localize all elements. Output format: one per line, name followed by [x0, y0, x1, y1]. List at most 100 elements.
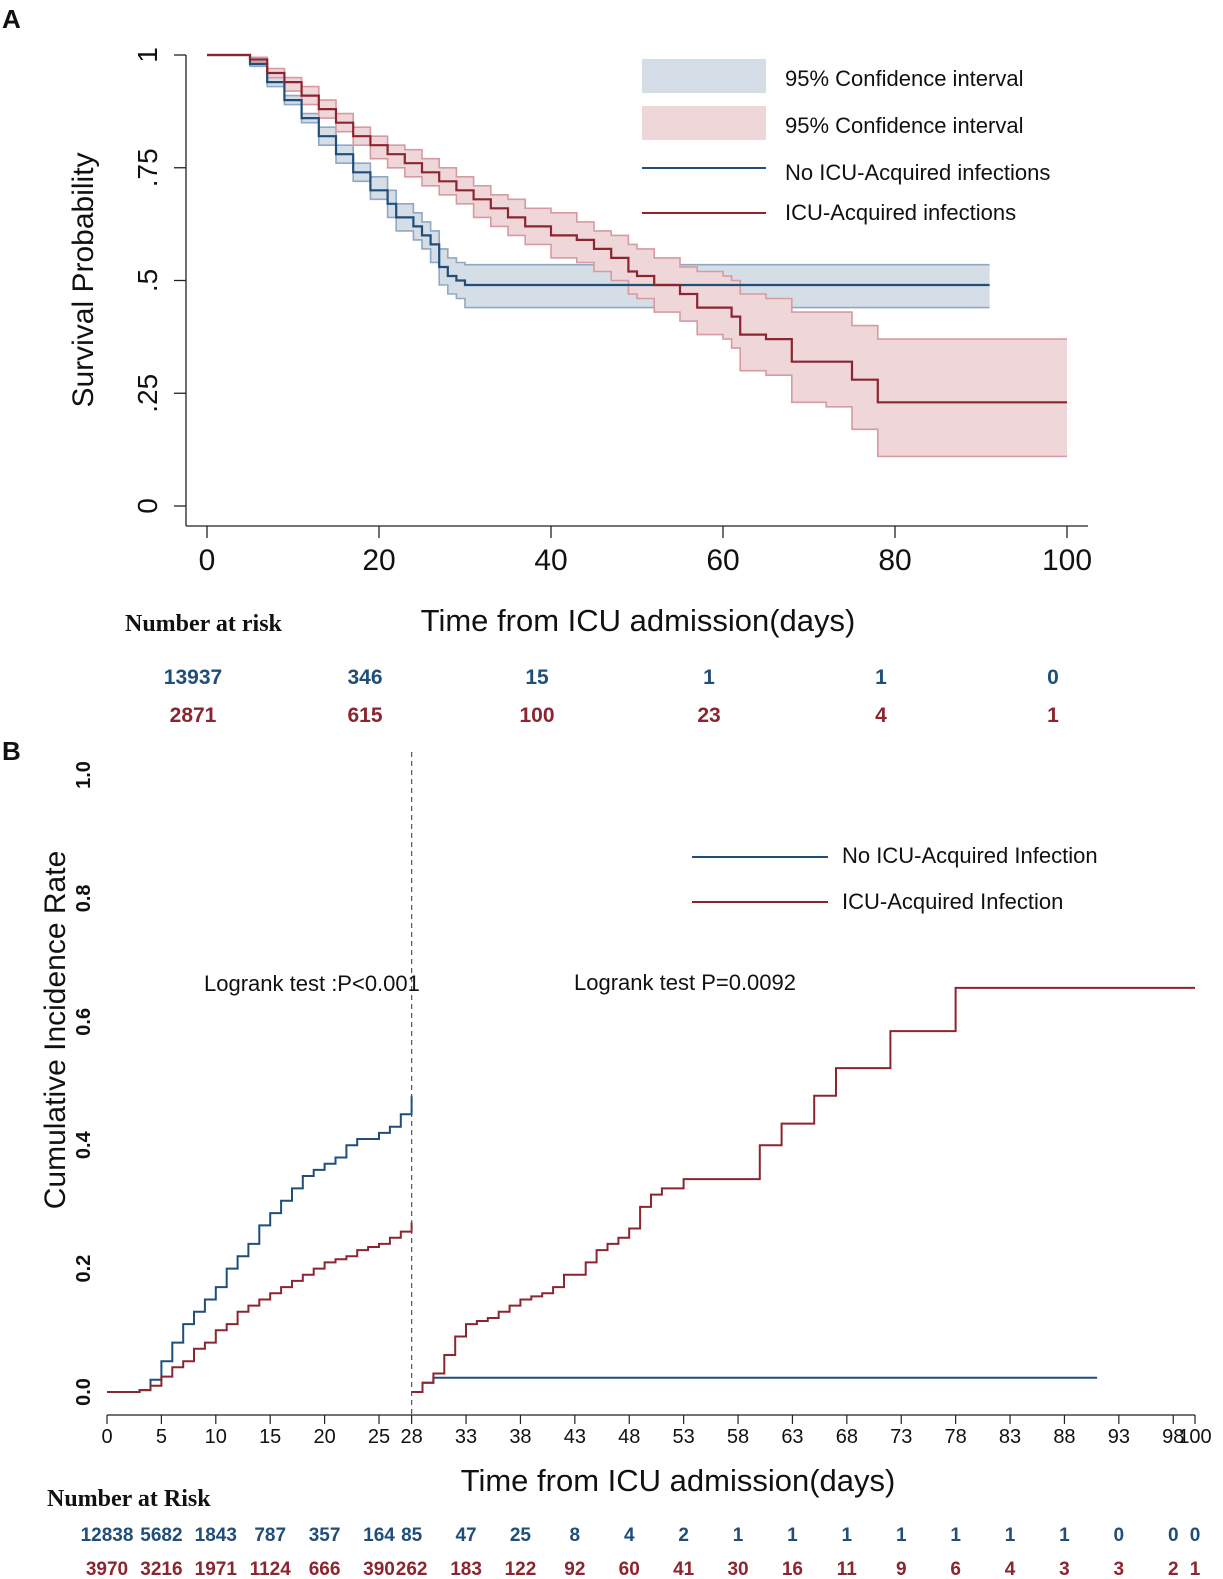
- x-tick-label: 60: [706, 544, 739, 577]
- risk-count-blue: 787: [254, 1525, 286, 1546]
- legend-label-red-ci: 95% Confidence interval: [785, 113, 1023, 138]
- risk-count-blue: 1: [703, 666, 715, 689]
- risk-count-blue: 164: [363, 1525, 395, 1546]
- x-tick-label: 100: [1178, 1426, 1211, 1448]
- x-tick-label: 20: [313, 1426, 335, 1448]
- risk-count-red: 11: [837, 1559, 858, 1579]
- panel-a-risk-title: Number at risk: [125, 611, 283, 637]
- risk-count-blue: 12838: [81, 1525, 134, 1546]
- risk-count-blue: 15: [525, 666, 549, 689]
- y-tick-label: .5: [132, 269, 163, 292]
- risk-count-red: 2871: [170, 704, 217, 727]
- risk-count-red: 3: [1059, 1559, 1070, 1579]
- panel-b-x-axis-label: Time from ICU admission(days): [461, 1463, 896, 1498]
- risk-count-red: 30: [727, 1559, 748, 1579]
- panel-b-risk-title: Number at Risk: [47, 1486, 211, 1512]
- x-tick-label: 28: [401, 1426, 423, 1448]
- panel-a-x-ticks: 0 20 40 60 80 100: [199, 526, 1092, 577]
- risk-count-blue: 0: [1168, 1525, 1179, 1546]
- panel-a-survival-chart: 0 20 40 60 80 100 0.25.5.751 Survival Probabi…: [67, 47, 1092, 727]
- risk-count-red: 262: [396, 1559, 428, 1579]
- panel-a-y-axis-label: Survival Probability: [67, 152, 100, 407]
- panel-a-survival-lines: [207, 53, 1067, 404]
- ci-lower-red: [207, 54, 1067, 458]
- risk-count-blue: 25: [510, 1525, 532, 1546]
- x-tick-label: 78: [945, 1426, 967, 1448]
- risk-count-red: 1971: [195, 1559, 238, 1579]
- risk-count-red: 3: [1114, 1559, 1125, 1579]
- x-tick-label: 53: [673, 1426, 695, 1448]
- risk-count-red: 3970: [86, 1559, 128, 1579]
- incidence-line-blue: [411, 1376, 1098, 1393]
- panel-b-legend: No ICU-Acquired Infection ICU-Acquired I…: [692, 843, 1098, 914]
- risk-count-blue: 85: [401, 1525, 423, 1546]
- risk-count-red: 16: [782, 1559, 803, 1579]
- panel-b-logrank-right: Logrank test P=0.0092: [574, 970, 796, 995]
- legend-swatch-red-ci: [642, 106, 766, 140]
- panel-a-y-ticks: 0 .25 .5 .75 1: [132, 47, 186, 514]
- legend-label-infection: ICU-Acquired infections: [785, 200, 1016, 225]
- x-tick-label: 58: [727, 1426, 749, 1448]
- x-tick-label: 48: [618, 1426, 640, 1448]
- risk-count-blue: 0: [1047, 666, 1059, 689]
- x-tick-label: 25: [368, 1426, 390, 1448]
- x-tick-label: 100: [1042, 544, 1092, 577]
- y-tick-label: 0.0: [73, 1378, 95, 1406]
- risk-count-blue: 8: [570, 1525, 581, 1546]
- risk-count-red: 183: [450, 1559, 482, 1579]
- y-tick-label: 0.4: [73, 1130, 95, 1159]
- risk-count-blue: 5682: [140, 1525, 182, 1546]
- risk-count-blue: 4: [624, 1525, 635, 1546]
- risk-count-red: 1: [1047, 704, 1059, 727]
- y-tick-label: 1: [132, 47, 163, 63]
- risk-count-red: 1124: [250, 1559, 292, 1579]
- x-tick-label: 40: [534, 544, 567, 577]
- legend-label-blue-ci: 95% Confidence interval: [785, 66, 1023, 91]
- x-tick-label: 63: [781, 1426, 803, 1448]
- legend-label-no-infection: No ICU-Acquired infections: [785, 160, 1050, 185]
- incidence-line-red: [411, 986, 1195, 1393]
- risk-count-blue: 1: [950, 1525, 961, 1546]
- risk-count-red: 92: [564, 1559, 585, 1579]
- risk-count-red: 41: [673, 1559, 695, 1579]
- risk-count-red: 100: [519, 704, 554, 727]
- x-tick-label: 33: [455, 1426, 477, 1448]
- risk-count-blue: 1: [842, 1525, 853, 1546]
- risk-count-blue: 0: [1190, 1525, 1201, 1546]
- y-tick-label: 0.2: [73, 1255, 95, 1283]
- panel-b-incidence-lines: [107, 986, 1195, 1393]
- risk-count-blue: 346: [347, 666, 382, 689]
- panel-b-y-ticks: 0.0 0.2 0.4 0.6 0.8 1.0: [73, 761, 95, 1406]
- x-tick-label: 10: [205, 1426, 227, 1448]
- incidence-line-red: [107, 1222, 413, 1393]
- y-tick-label: .75: [132, 148, 163, 187]
- survival-line-red: [207, 53, 1067, 404]
- x-tick-label: 98: [1162, 1426, 1184, 1448]
- x-tick-label: 73: [890, 1426, 912, 1448]
- y-tick-label: 0: [132, 498, 163, 514]
- x-tick-label: 68: [836, 1426, 858, 1448]
- risk-count-blue: 0: [1114, 1525, 1125, 1546]
- risk-count-red: 4: [1005, 1559, 1016, 1579]
- risk-count-red: 4: [875, 704, 887, 727]
- panel-b-risk-table: 12838 5682 1843 787 357 164 85 47 25 8 4 2 1 1 1 1 1 1 1 0 0…: [81, 1525, 1201, 1579]
- risk-count-blue: 13937: [164, 666, 222, 689]
- risk-count-red: 1: [1190, 1559, 1201, 1579]
- risk-count-blue: 1: [733, 1525, 744, 1546]
- risk-count-blue: 1: [896, 1525, 907, 1546]
- risk-count-red: 3216: [140, 1559, 182, 1579]
- risk-count-red: 6: [950, 1559, 961, 1579]
- risk-count-blue: 1: [875, 666, 887, 689]
- y-tick-label: 0.6: [73, 1008, 95, 1036]
- legend-b-label-infection: ICU-Acquired Infection: [842, 889, 1063, 914]
- risk-count-blue: 1: [787, 1525, 798, 1546]
- y-tick-label: .25: [132, 374, 163, 413]
- x-tick-label: 88: [1053, 1426, 1075, 1448]
- legend-b-label-no-infection: No ICU-Acquired Infection: [842, 843, 1098, 868]
- panel-label-a: A: [2, 4, 21, 34]
- panel-b-incidence-chart: 0 5 10 15 20 25 28 33 38 43 48 53 58 63 68 73 78 83 88 93 98…: [39, 752, 1212, 1579]
- incidence-line-blue: [107, 1095, 413, 1393]
- x-tick-label: 0: [101, 1426, 112, 1448]
- x-tick-label: 80: [878, 544, 911, 577]
- risk-count-blue: 2: [678, 1525, 689, 1546]
